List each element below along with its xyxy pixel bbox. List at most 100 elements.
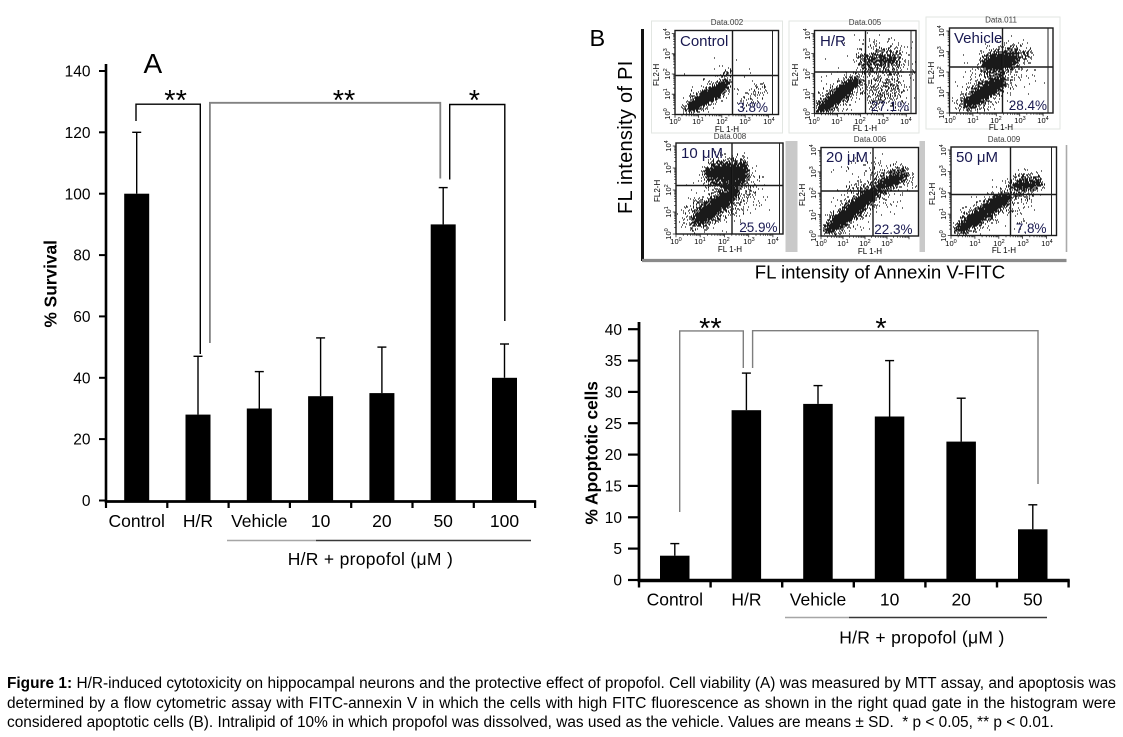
svg-text:Data.009: Data.009 xyxy=(988,135,1021,144)
svg-text:20: 20 xyxy=(605,447,623,464)
svg-text:102: 102 xyxy=(854,117,865,126)
svg-text:140: 140 xyxy=(65,64,91,81)
svg-text:**: ** xyxy=(164,85,187,117)
svg-text:102: 102 xyxy=(716,117,727,126)
svg-text:100: 100 xyxy=(944,116,955,125)
svg-text:Vehicle: Vehicle xyxy=(954,30,1002,47)
svg-text:20: 20 xyxy=(372,511,392,531)
svg-text:101: 101 xyxy=(967,116,978,125)
svg-text:101: 101 xyxy=(837,239,848,248)
svg-text:**: ** xyxy=(699,313,722,345)
svg-text:100: 100 xyxy=(670,237,681,246)
svg-text:0: 0 xyxy=(613,573,622,590)
svg-text:FL2-H: FL2-H xyxy=(652,64,661,86)
svg-text:3.8%: 3.8% xyxy=(737,100,768,115)
svg-text:101: 101 xyxy=(939,208,948,219)
svg-text:FL2-H: FL2-H xyxy=(927,62,936,84)
svg-text:103: 103 xyxy=(739,117,750,126)
svg-text:103: 103 xyxy=(937,46,946,57)
svg-text:20: 20 xyxy=(951,590,971,610)
svg-text:103: 103 xyxy=(1014,116,1025,125)
svg-text:102: 102 xyxy=(803,68,812,79)
svg-text:40: 40 xyxy=(605,322,623,339)
svg-text:FL2-H: FL2-H xyxy=(928,183,937,205)
svg-text:101: 101 xyxy=(664,206,673,217)
svg-text:100: 100 xyxy=(939,230,948,241)
svg-text:104: 104 xyxy=(767,237,778,246)
svg-text:25.9%: 25.9% xyxy=(739,220,777,235)
svg-text:50 μM: 50 μM xyxy=(956,149,998,166)
svg-text:100: 100 xyxy=(65,186,91,203)
svg-text:40: 40 xyxy=(73,370,91,387)
svg-text:102: 102 xyxy=(937,66,946,77)
svg-text:103: 103 xyxy=(664,162,673,173)
svg-text:Data.002: Data.002 xyxy=(711,18,744,27)
svg-text:100: 100 xyxy=(945,239,956,248)
svg-text:10: 10 xyxy=(880,590,900,610)
svg-text:101: 101 xyxy=(937,86,946,97)
svg-text:FL intensity of PI: FL intensity of PI xyxy=(615,60,637,214)
svg-text:102: 102 xyxy=(939,187,948,198)
svg-text:101: 101 xyxy=(809,209,818,220)
svg-text:% Survival: % Survival xyxy=(41,240,61,327)
svg-text:Vehicle: Vehicle xyxy=(790,590,846,610)
svg-text:Data.011: Data.011 xyxy=(985,16,1017,25)
svg-text:100: 100 xyxy=(809,230,818,241)
svg-text:104: 104 xyxy=(809,144,818,155)
svg-text:102: 102 xyxy=(993,239,1004,248)
svg-text:Vehicle: Vehicle xyxy=(231,511,287,531)
svg-text:FL 1-H: FL 1-H xyxy=(715,125,739,134)
svg-text:103: 103 xyxy=(743,237,754,246)
svg-text:104: 104 xyxy=(939,144,948,155)
svg-text:80: 80 xyxy=(73,248,91,265)
svg-text:103: 103 xyxy=(803,48,812,59)
svg-text:101: 101 xyxy=(692,117,703,126)
svg-text:103: 103 xyxy=(939,165,948,176)
svg-text:FL 1-H: FL 1-H xyxy=(853,124,877,133)
svg-text:H/R: H/R xyxy=(731,590,761,610)
svg-text:104: 104 xyxy=(937,25,946,36)
svg-text:20: 20 xyxy=(73,432,91,449)
svg-text:35: 35 xyxy=(605,353,622,370)
svg-text:104: 104 xyxy=(763,117,774,126)
svg-text:50: 50 xyxy=(1023,590,1043,610)
svg-text:100: 100 xyxy=(490,511,519,531)
svg-text:101: 101 xyxy=(969,239,980,248)
svg-text:H/R: H/R xyxy=(183,511,213,531)
svg-text:104: 104 xyxy=(664,140,673,151)
svg-text:102: 102 xyxy=(859,239,870,248)
svg-text:10: 10 xyxy=(311,511,331,531)
svg-text:102: 102 xyxy=(663,68,672,79)
svg-text:H/R: H/R xyxy=(820,33,846,50)
svg-text:% Apoptotic cells: % Apoptotic cells xyxy=(582,381,602,524)
svg-text:H/R + propofol (μM ): H/R + propofol (μM ) xyxy=(839,628,1004,648)
svg-text:100: 100 xyxy=(669,117,680,126)
svg-text:Control: Control xyxy=(680,33,728,50)
svg-text:7.8%: 7.8% xyxy=(1016,221,1047,236)
svg-text:101: 101 xyxy=(694,237,705,246)
svg-text:22.3%: 22.3% xyxy=(874,222,912,237)
svg-text:20 μM: 20 μM xyxy=(826,149,868,166)
svg-text:Control: Control xyxy=(108,511,164,531)
svg-text:**: ** xyxy=(333,85,356,117)
svg-text:103: 103 xyxy=(809,166,818,177)
svg-text:104: 104 xyxy=(803,28,812,39)
svg-text:15: 15 xyxy=(605,479,622,496)
svg-text:FL 1-H: FL 1-H xyxy=(718,245,742,254)
svg-text:Data.006: Data.006 xyxy=(854,135,887,144)
svg-text:50: 50 xyxy=(433,511,453,531)
svg-text:104: 104 xyxy=(1037,116,1048,125)
svg-text:101: 101 xyxy=(663,88,672,99)
svg-text:27.1%: 27.1% xyxy=(871,99,909,114)
svg-text:FL 1-H: FL 1-H xyxy=(858,247,882,256)
svg-text:FL 1-H: FL 1-H xyxy=(992,246,1016,255)
svg-text:100: 100 xyxy=(937,107,946,118)
svg-text:104: 104 xyxy=(1041,239,1052,248)
svg-text:FL 1-H: FL 1-H xyxy=(989,123,1013,132)
svg-text:100: 100 xyxy=(808,117,819,126)
svg-text:5: 5 xyxy=(613,541,622,558)
svg-text:0: 0 xyxy=(82,493,91,510)
svg-text:120: 120 xyxy=(65,125,91,142)
svg-text:Data.008: Data.008 xyxy=(714,132,747,141)
svg-text:FL2-H: FL2-H xyxy=(791,64,800,86)
